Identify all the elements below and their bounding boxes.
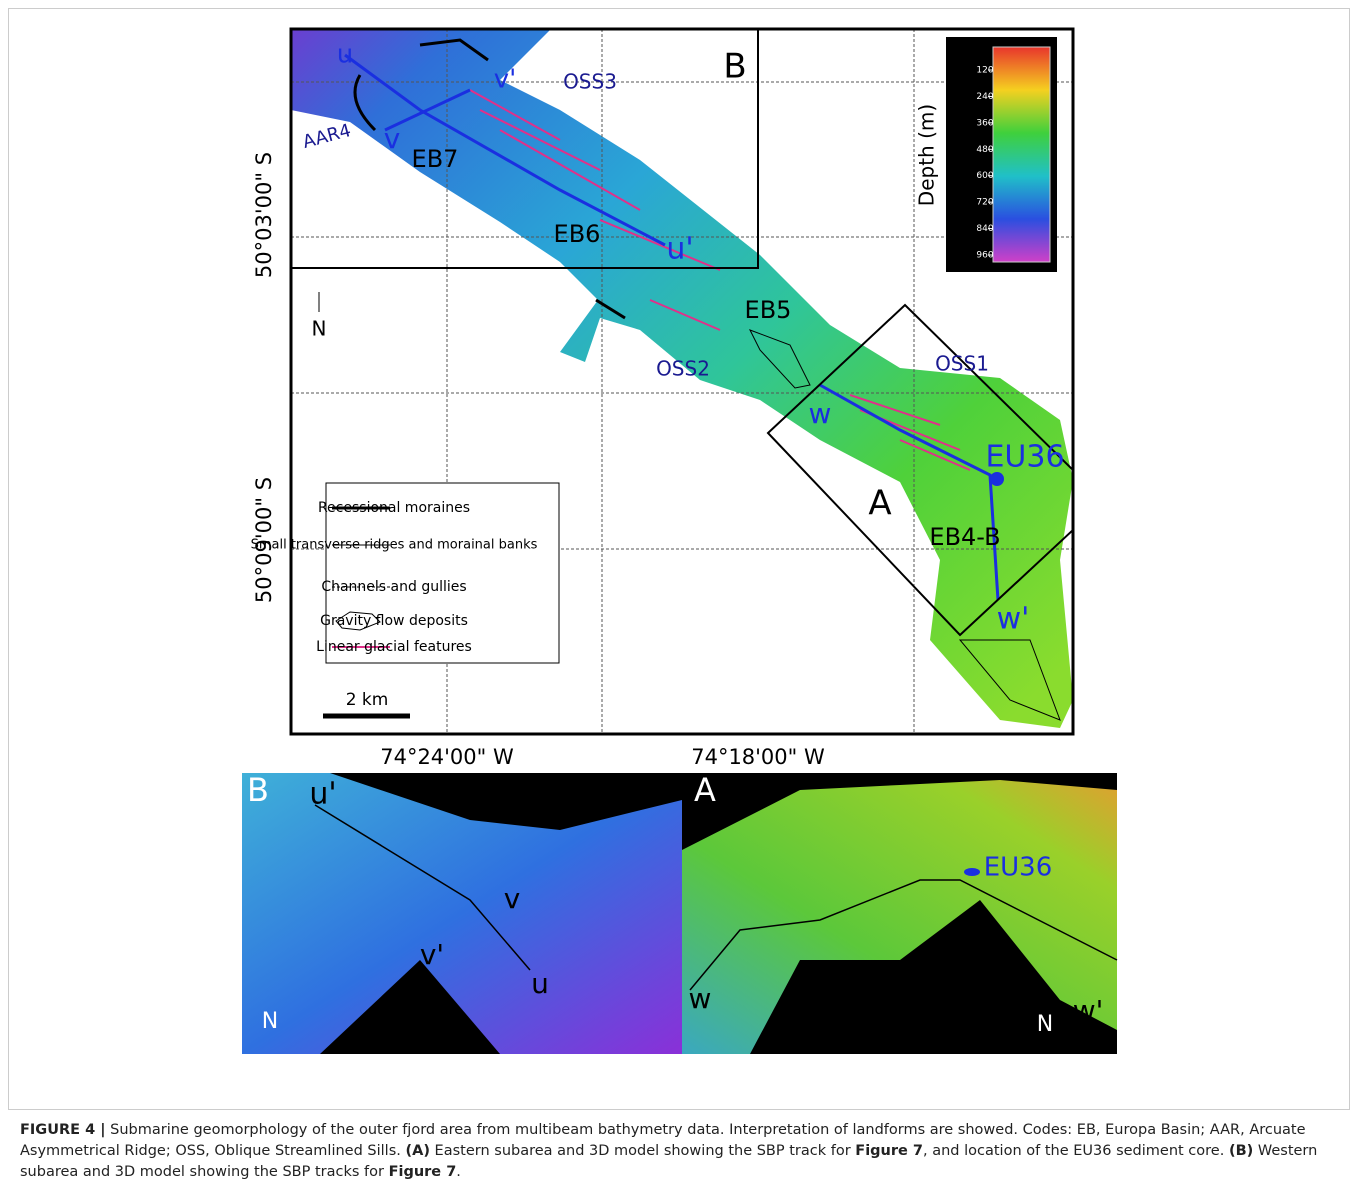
longitude-label: 74°24'00" W xyxy=(380,745,514,769)
panel-annotation: v xyxy=(504,882,521,915)
legend-label: Gravity flow deposits xyxy=(320,613,468,629)
map-label: N xyxy=(312,317,327,341)
map-label: OSS3 xyxy=(563,70,617,94)
map-label: v xyxy=(384,122,401,155)
colorbar-tick-label: 120 xyxy=(976,66,993,76)
map-label: u xyxy=(337,40,353,70)
map-label: B xyxy=(723,47,746,87)
colorbar-tick-label: 960 xyxy=(976,251,993,261)
map-label: OSS2 xyxy=(656,357,710,381)
panel-annotation: v' xyxy=(420,938,444,971)
panel-annotation: u xyxy=(531,967,549,1000)
map-label: EB4-B xyxy=(929,523,1000,551)
legend-label: Linear glacial features xyxy=(316,639,472,655)
panel-label: A xyxy=(694,771,716,809)
caption: FIGURE 4 | Submarine geomorphology of th… xyxy=(20,1120,1340,1183)
panel-annotation: w' xyxy=(1073,994,1104,1027)
colorbar-tick-label: 360 xyxy=(976,118,993,128)
map-label: A xyxy=(868,484,891,524)
colorbar-tick-label: 720 xyxy=(976,198,993,208)
map-label: u' xyxy=(666,232,693,267)
caption-text: (B) xyxy=(1229,1143,1253,1159)
panel-annotation: N xyxy=(262,1009,278,1034)
legend-label: Channels and gullies xyxy=(321,579,466,595)
colorbar-tick-label: 600 xyxy=(976,171,993,181)
map-label: w xyxy=(809,397,832,430)
legend-label: Small transverse ridges and morainal ban… xyxy=(251,538,538,553)
caption-text: , and location of the EU36 sediment core… xyxy=(923,1143,1229,1159)
latitude-label: 50°03'00" S xyxy=(252,152,276,278)
map-label: EU36 xyxy=(985,440,1064,475)
scale-label: 2 km xyxy=(346,690,389,710)
map-label: EB5 xyxy=(745,296,792,324)
caption-text: Eastern subarea and 3D model showing the… xyxy=(430,1143,855,1159)
colorbar-tick-label: 480 xyxy=(976,145,993,155)
caption-text: . xyxy=(456,1164,461,1180)
caption-text: Figure 7 xyxy=(389,1164,457,1180)
map-label: v' xyxy=(494,65,517,95)
panel-annotation: N xyxy=(1037,1012,1053,1037)
map-label: EB7 xyxy=(412,145,459,173)
caption-text: (A) xyxy=(405,1143,429,1159)
colorbar-tick-label: 840 xyxy=(976,224,993,234)
page: Depth (m) 2 km uv'OSS3BAAR4vEB7EB6u'EB5O… xyxy=(0,0,1358,1170)
panel-label: B xyxy=(247,771,269,809)
map-label: EB6 xyxy=(554,220,601,248)
panel-a-core xyxy=(964,868,980,876)
caption-text: Figure 7 xyxy=(855,1143,923,1159)
legend-label: Recessional moraines xyxy=(318,500,470,516)
colorbar xyxy=(993,47,1050,262)
colorbar-tick-label: 240 xyxy=(976,92,993,102)
caption-text: FIGURE 4 | xyxy=(20,1122,106,1138)
panel-annotation: u' xyxy=(309,777,336,812)
map-label: w' xyxy=(997,602,1030,637)
map-label: OSS1 xyxy=(935,352,989,376)
longitude-label: 74°18'00" W xyxy=(691,745,825,769)
colorbar-title: Depth (m) xyxy=(915,104,939,206)
panel-annotation: w xyxy=(689,982,712,1015)
panel-annotation: EU36 xyxy=(984,853,1053,883)
